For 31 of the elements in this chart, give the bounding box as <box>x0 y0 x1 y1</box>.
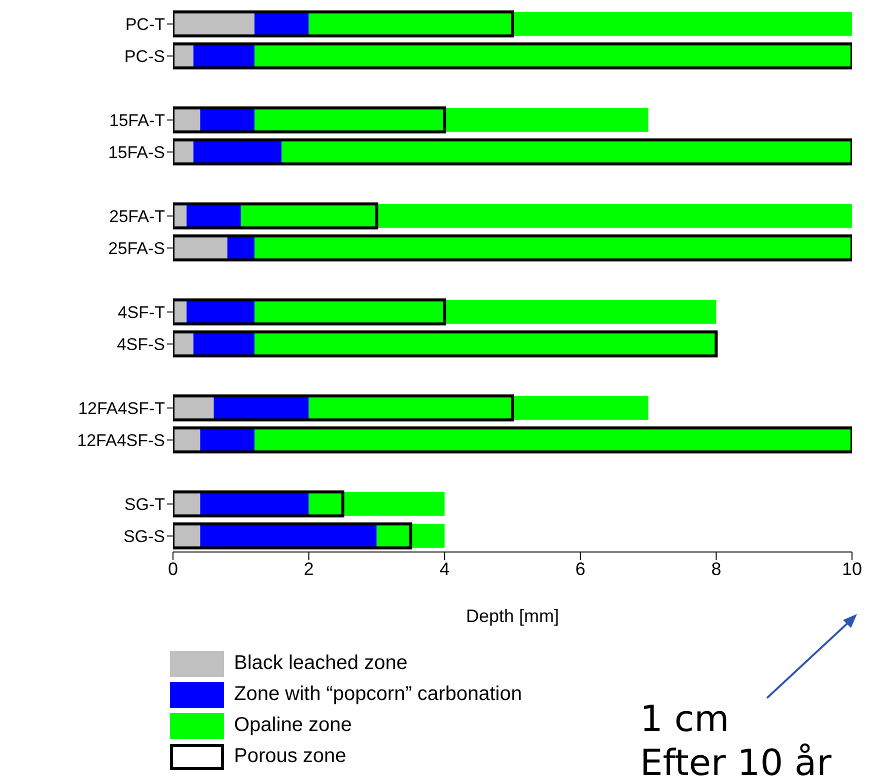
y-tick-label: SG-T <box>124 495 165 514</box>
bar <box>240 204 852 228</box>
y-tick-label: SG-S <box>123 527 165 546</box>
y-tick-label: 25FA-T <box>109 207 165 226</box>
x-tick-label: 8 <box>711 558 722 579</box>
x-tick-label: 0 <box>168 558 178 579</box>
x-tick-label: 10 <box>842 558 862 579</box>
text: 1 cm <box>640 698 730 742</box>
y-tick-label: 15FA-S <box>108 143 165 162</box>
y-tick-label: 4SF-T <box>118 303 165 322</box>
bar <box>308 396 648 420</box>
bar <box>308 12 852 36</box>
bar <box>254 108 648 132</box>
bar <box>254 300 716 324</box>
x-axis-title: Depth [mm] <box>466 606 560 626</box>
y-tick-label: 25FA-S <box>108 239 165 258</box>
x-tick-label: 6 <box>575 558 586 579</box>
legend-label: Opaline zone <box>234 714 352 737</box>
bar <box>308 492 445 516</box>
y-tick-label: 12FA4SF-T <box>78 399 165 418</box>
y-tick-label: PC-S <box>124 47 165 66</box>
y-tick-label: 12FA4SF-S <box>77 431 165 450</box>
x-tick-label: 4 <box>440 558 450 579</box>
text: Efter 10 år <box>640 742 832 777</box>
y-tick-label: PC-T <box>125 15 165 34</box>
y-tick-label: 15FA-T <box>109 111 165 130</box>
x-tick-label: 2 <box>304 558 314 579</box>
legend-label: Zone with “popcorn” carbonation <box>234 683 522 706</box>
y-tick-label: 4SF-S <box>116 335 165 354</box>
legend-label: Porous zone <box>234 745 346 768</box>
legend-label: Black leached zone <box>234 652 408 675</box>
